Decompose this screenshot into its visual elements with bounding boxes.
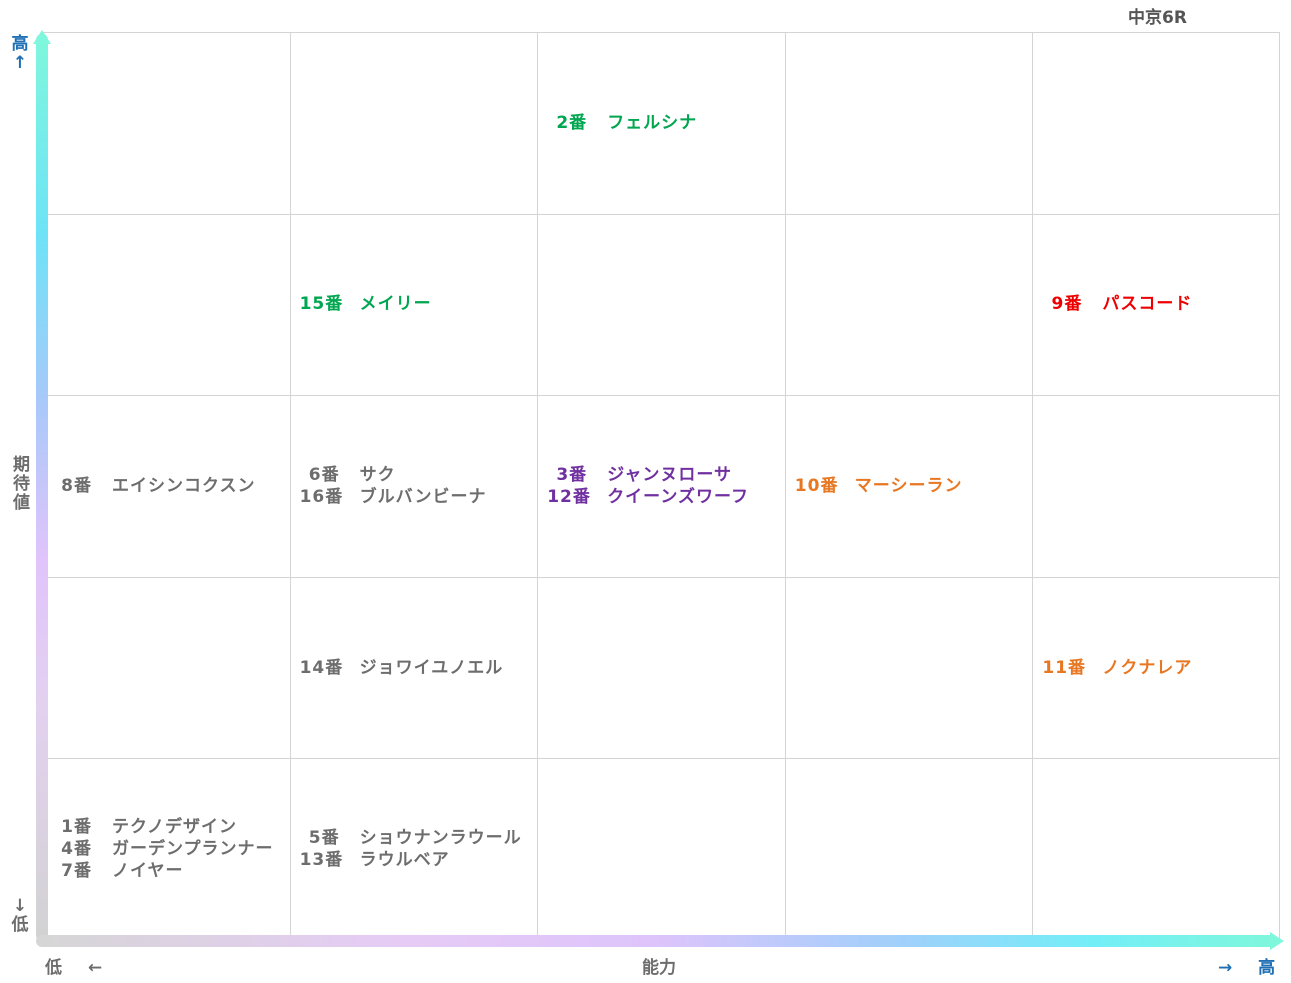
grid-cell: 14番 ジョワイユノエル [300,577,536,759]
grid-hline [42,214,1280,215]
y-axis-high: 高 ↑ [10,35,30,73]
horse-number: 11番 [1042,657,1087,678]
grid-cell: 9番 パスコード [1042,214,1278,396]
grid-cell: 5番 ショウナンラウール 13番 ラウルベア [300,758,536,940]
x-low-label: 低 [45,958,62,978]
horse-entry: 6番 サク [300,464,396,486]
horse-name: フェルシナ [607,112,698,133]
horse-name: マーシーラン [854,475,963,496]
horse-entry: 7番 ノイヤー [52,860,184,882]
horse-number: 16番 [299,486,344,507]
horse-number: 10番 [794,475,839,496]
x-high-label: 高 [1258,958,1276,978]
y-low-arrow-icon: ↓ [12,896,28,916]
horse-entry: 16番 ブルバンビーナ [300,486,487,508]
grid-cell: 10番 マーシーラン [795,395,1031,577]
x-axis-high: → 高 [1218,953,1275,978]
horse-number: 13番 [299,850,344,871]
horse-number: 6番 [308,464,340,485]
horse-name: ノイヤー [112,861,184,882]
horse-name: テクノデザイン [112,817,237,838]
horse-number: 15番 [299,294,344,315]
x-axis-bar [36,935,1276,947]
horse-number: 4番 [61,839,92,860]
horse-name: サク [359,464,396,485]
x-axis-low: 低 ← [45,953,102,978]
grid-cell: 8番 エイシンコクスン [52,395,288,577]
grid-hline [42,577,1280,578]
grid-cell: 3番 ジャンヌローサ 12番 クイーンズワーフ [547,395,783,577]
horse-name: クイーンズワーフ [607,486,749,507]
grid-vline [1279,32,1280,940]
x-high-arrow-icon: → [1218,958,1233,978]
horse-number: 1番 [61,817,92,838]
y-axis-bar [36,34,48,941]
grid-cell: 2番 フェルシナ [547,32,783,214]
x-axis-arrowhead [1270,932,1284,950]
horse-entry: 10番 マーシーラン [795,475,963,497]
y-high-arrow-icon: ↑ [12,53,28,73]
y-axis-low: ↓ 低 [10,897,30,935]
horse-number: 12番 [547,486,591,507]
grid-cell: 11番 ノクナレア [1042,577,1278,759]
horse-entry: 8番 エイシンコクスン [52,475,256,497]
horse-name: ショウナンラウール [359,828,522,849]
y-axis-arrowhead [33,30,51,44]
horse-entry: 3番 ジャンヌローサ [547,464,732,486]
horse-entry: 9番 パスコード [1042,293,1192,315]
grid-cell: 6番 サク 16番 ブルバンビーナ [300,395,536,577]
horse-number: 14番 [299,657,344,678]
horse-name: ガーデンプランナー [112,839,274,860]
y-high-label: 高 [11,34,29,54]
horse-entry: 13番 ラウルベア [300,849,450,871]
grid-hline [42,395,1280,396]
horse-entry: 11番 ノクナレア [1042,657,1192,679]
horse-entry: 15番 メイリー [300,293,432,315]
horse-name: メイリー [359,294,432,315]
grid-cell: 15番 メイリー [300,214,536,396]
horse-number: 9番 [1051,294,1083,315]
horse-entry: 5番 ショウナンラウール [300,827,522,849]
grid-vline [537,32,538,940]
chart-title: 中京6R [1128,8,1187,28]
horse-number: 7番 [61,861,92,882]
grid-hline [42,758,1280,759]
horse-name: ジャンヌローサ [607,464,732,485]
grid-vline [785,32,786,940]
y-low-label: 低 [11,915,29,935]
horse-number: 3番 [556,464,588,485]
grid-cell: 1番 テクノデザイン 4番 ガーデンプランナー 7番 ノイヤー [52,758,288,940]
horse-name: ラウルベア [359,850,450,871]
y-axis-label: 期待値 [9,455,29,512]
x-low-arrow-icon: ← [87,958,103,978]
chart-cells: 2番 フェルシナ 15番 メイリー 9番 パスコード 8番 エイシンコクスン 6番 サク 16番 ブル… [42,32,1280,940]
grid-vline [290,32,291,940]
grid-vline [1032,32,1033,940]
horse-entry: 4番 ガーデンプランナー [52,838,274,860]
horse-number: 8番 [61,475,92,496]
horse-name: エイシンコクスン [112,475,256,496]
horse-entry: 1番 テクノデザイン [52,816,237,838]
horse-name: ジョワイユノエル [359,657,504,678]
horse-number: 2番 [556,112,588,133]
horse-entry: 12番 クイーンズワーフ [547,486,749,508]
horse-number: 5番 [308,828,340,849]
grid-hline [42,32,1280,33]
horse-entry: 2番 フェルシナ [547,112,697,134]
horse-name: ノクナレア [1102,657,1193,678]
horse-name: パスコード [1102,294,1193,315]
horse-entry: 14番 ジョワイユノエル [300,657,504,679]
horse-name: ブルバンビーナ [359,486,487,507]
x-axis-label: 能力 [642,958,676,978]
